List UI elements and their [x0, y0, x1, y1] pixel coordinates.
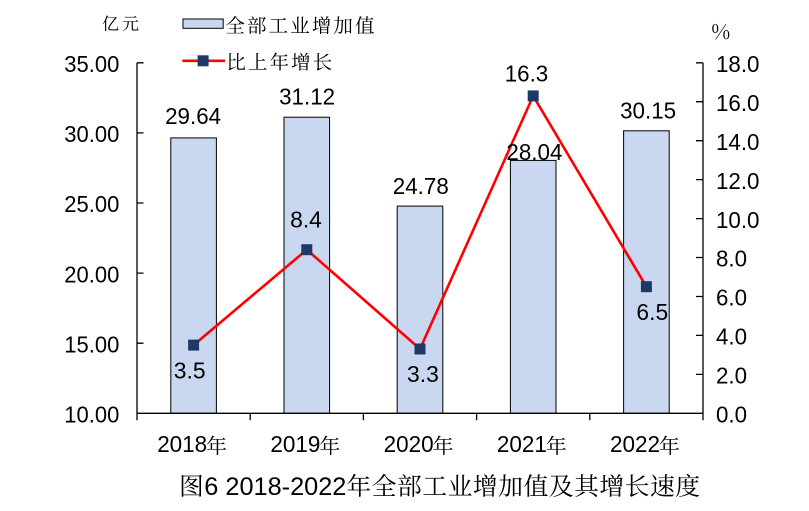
svg-text:2020: 2020	[384, 431, 434, 457]
svg-text:2018-2022: 2018-2022	[225, 473, 346, 501]
svg-text:30.00: 30.00	[64, 121, 119, 147]
svg-text:16.0: 16.0	[716, 90, 760, 116]
svg-text:28.04: 28.04	[506, 139, 562, 165]
svg-text:10.0: 10.0	[716, 207, 760, 233]
svg-text:0.0: 0.0	[716, 402, 747, 428]
svg-text:3.3: 3.3	[407, 361, 439, 387]
svg-text:6.0: 6.0	[716, 285, 747, 311]
svg-text:2019: 2019	[270, 431, 320, 457]
svg-text:29.64: 29.64	[165, 103, 221, 129]
svg-text:2.0: 2.0	[716, 363, 747, 389]
svg-text:15.00: 15.00	[64, 331, 119, 357]
svg-text:14.0: 14.0	[716, 129, 760, 155]
svg-text:6: 6	[204, 473, 218, 501]
svg-text:2022: 2022	[610, 431, 660, 457]
svg-text:24.78: 24.78	[393, 173, 449, 199]
svg-text:31.12: 31.12	[279, 83, 335, 109]
svg-text:8.0: 8.0	[716, 246, 747, 272]
svg-text:18.0: 18.0	[716, 51, 760, 77]
svg-text:2021: 2021	[497, 431, 547, 457]
svg-text:16.3: 16.3	[505, 61, 549, 87]
svg-text:8.4: 8.4	[290, 206, 322, 232]
svg-text:20.00: 20.00	[64, 261, 119, 287]
svg-text:2018: 2018	[157, 431, 207, 457]
svg-text:4.0: 4.0	[716, 324, 747, 350]
svg-text:10.00: 10.00	[64, 402, 119, 428]
svg-text:35.00: 35.00	[64, 51, 119, 77]
svg-text:12.0: 12.0	[716, 168, 760, 194]
svg-text:3.5: 3.5	[174, 357, 206, 383]
svg-text:6.5: 6.5	[636, 299, 668, 325]
svg-text:25.00: 25.00	[64, 191, 119, 217]
svg-text:30.15: 30.15	[620, 98, 676, 124]
